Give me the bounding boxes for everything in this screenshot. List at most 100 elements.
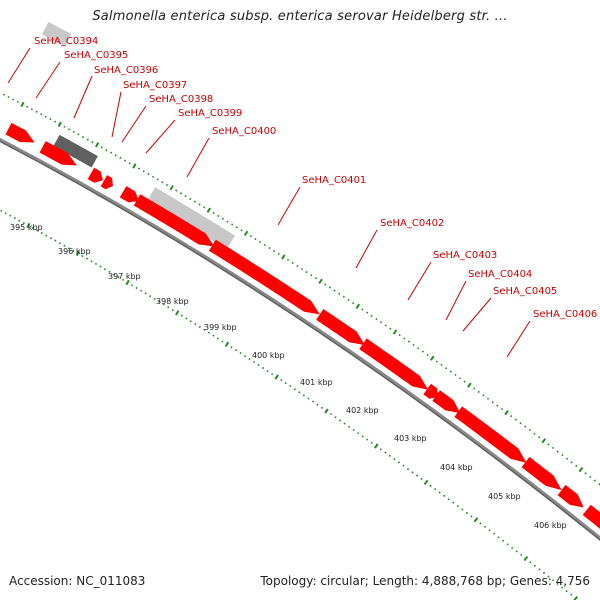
gene-feature-0401a bbox=[133, 194, 215, 247]
gene-leader-line bbox=[7, 47, 31, 84]
gene-label-text: SeHA_C0402 bbox=[380, 218, 444, 229]
tick-minor bbox=[268, 246, 271, 250]
tick-minor bbox=[9, 214, 12, 217]
kbp-label-text: 398 kbp bbox=[156, 297, 189, 306]
tick-minor bbox=[443, 494, 446, 497]
tick-major bbox=[169, 185, 174, 191]
tick-minor bbox=[135, 286, 138, 290]
gene-label-text: SeHA_C0396 bbox=[94, 65, 158, 76]
tick-minor bbox=[153, 297, 156, 300]
tick-minor bbox=[212, 334, 215, 337]
tick-minor bbox=[393, 458, 396, 461]
tick-minor bbox=[162, 303, 165, 306]
tick-minor bbox=[49, 237, 52, 240]
tick-minor bbox=[63, 244, 66, 247]
tick-minor bbox=[44, 115, 47, 118]
kbp-label-text: 400 kbp bbox=[252, 351, 285, 360]
gene-label-text: SeHA_C0397 bbox=[123, 80, 187, 91]
tick-minor bbox=[445, 367, 448, 370]
kbp-label-text: 405 kbp bbox=[488, 492, 521, 501]
tick-minor bbox=[167, 306, 170, 309]
tick-minor bbox=[81, 254, 84, 258]
gene-feature-0394 bbox=[42, 22, 72, 47]
gene-label-text: SeHA_C0405 bbox=[493, 286, 557, 297]
tick-minor bbox=[397, 461, 401, 464]
tick-minor bbox=[458, 377, 462, 380]
tick-minor bbox=[221, 340, 224, 343]
kbp-label-text: 395 kbp bbox=[10, 223, 43, 232]
tick-minor bbox=[589, 475, 592, 479]
gene-label-text: SeHA_C0399 bbox=[178, 108, 242, 119]
tick-major bbox=[243, 230, 249, 236]
tick-minor bbox=[72, 130, 75, 133]
tick-minor bbox=[510, 414, 513, 418]
tick-minor bbox=[300, 267, 304, 271]
tick-minor bbox=[384, 324, 387, 327]
tick-major bbox=[224, 341, 230, 347]
tick-minor bbox=[502, 539, 505, 542]
tick-minor bbox=[277, 252, 280, 256]
gene-leader-line bbox=[277, 186, 301, 226]
tick-minor bbox=[240, 229, 243, 232]
tick-minor bbox=[366, 311, 369, 314]
tick-minor bbox=[420, 477, 423, 481]
tick-minor bbox=[556, 582, 559, 585]
tick-minor bbox=[352, 428, 355, 432]
tick-minor bbox=[357, 432, 360, 435]
tick-major bbox=[392, 329, 398, 335]
tick-minor bbox=[438, 491, 441, 494]
tick-minor bbox=[221, 217, 224, 220]
tick-minor bbox=[103, 268, 107, 271]
tick-minor bbox=[496, 404, 499, 407]
tick-minor bbox=[144, 292, 147, 295]
tick-major bbox=[573, 595, 579, 600]
tick-minor bbox=[179, 192, 183, 195]
tick-minor bbox=[137, 167, 141, 170]
tick-minor bbox=[67, 247, 70, 250]
tick-minor bbox=[45, 234, 48, 237]
tick-major bbox=[373, 443, 379, 449]
tick-minor bbox=[348, 425, 351, 428]
tick-minor bbox=[329, 412, 333, 416]
tick-minor bbox=[185, 317, 188, 320]
tick-minor bbox=[500, 408, 504, 411]
tick-minor bbox=[370, 314, 373, 317]
tick-minor bbox=[36, 229, 39, 232]
tick-minor bbox=[320, 406, 324, 409]
tick-minor bbox=[537, 436, 541, 439]
tick-minor bbox=[140, 289, 143, 292]
tick-minor bbox=[280, 378, 283, 382]
gene-leader-line bbox=[445, 280, 467, 321]
tick-minor bbox=[31, 226, 34, 230]
tick-minor bbox=[529, 561, 532, 564]
tick-minor bbox=[415, 474, 419, 477]
tick-minor bbox=[198, 325, 201, 329]
gene-label-text: SeHA_C0406 bbox=[533, 309, 597, 320]
tick-minor bbox=[131, 284, 134, 287]
tick-minor bbox=[426, 353, 429, 356]
tick-minor bbox=[528, 429, 531, 432]
tick-minor bbox=[90, 260, 93, 263]
tick-minor bbox=[417, 347, 420, 350]
tick-minor bbox=[361, 435, 364, 438]
tick-minor bbox=[435, 360, 438, 363]
gene-label-text: SeHA_C0403 bbox=[433, 250, 497, 261]
tick-minor bbox=[58, 242, 61, 245]
tick-minor bbox=[402, 464, 405, 467]
tick-minor bbox=[110, 151, 113, 154]
tick-minor bbox=[379, 448, 382, 451]
tick-minor bbox=[314, 277, 318, 280]
tick-minor bbox=[259, 240, 262, 244]
tick-minor bbox=[235, 226, 238, 229]
tick-major bbox=[206, 207, 212, 213]
tick-minor bbox=[72, 249, 75, 252]
tick-minor bbox=[524, 425, 527, 428]
tick-minor bbox=[226, 220, 229, 223]
tick-minor bbox=[253, 360, 256, 364]
tick-minor bbox=[249, 235, 252, 238]
tick-minor bbox=[456, 504, 459, 508]
tick-minor bbox=[570, 593, 573, 596]
tick-minor bbox=[407, 340, 411, 343]
tick-minor bbox=[35, 110, 38, 113]
